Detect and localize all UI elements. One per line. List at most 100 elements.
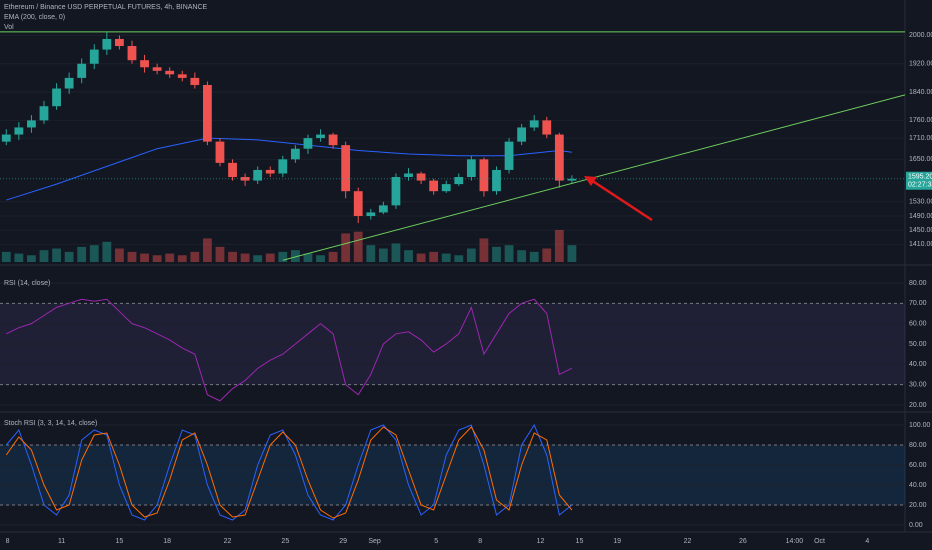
last-price-label: 1595.20: [908, 174, 932, 181]
y-tick-label: 20.00: [909, 402, 927, 409]
candle-body: [39, 106, 49, 121]
chart-title: Ethereum / Binance USD PERPETUAL FUTURES…: [4, 4, 208, 11]
candle-body: [253, 169, 263, 181]
candle-body: [378, 205, 388, 213]
y-tick-label: 2000.00: [909, 32, 932, 39]
candle-body: [152, 67, 162, 71]
y-tick-label: 1710.00: [909, 135, 932, 142]
candle-body: [240, 177, 250, 181]
candle-body: [1, 134, 11, 142]
candle-body: [567, 178, 577, 181]
volume-bar: [404, 250, 413, 262]
candle-body: [429, 180, 439, 192]
annotation-arrowhead: [584, 176, 597, 186]
indicator-line: [6, 298, 573, 402]
candle-body: [441, 184, 451, 192]
x-tick-label: 26: [739, 538, 747, 545]
x-tick-label: 18: [163, 538, 171, 545]
x-tick-label: 11: [58, 538, 65, 545]
volume-bar: [479, 238, 489, 262]
candle-body: [316, 134, 325, 139]
x-tick-label: Oct: [814, 538, 825, 545]
volume-bar: [492, 246, 501, 262]
candle-body: [416, 173, 426, 181]
candle-body: [14, 127, 24, 135]
x-tick-label: 19: [613, 538, 621, 545]
volume-legend: Vol: [4, 24, 14, 31]
volume-bar: [466, 248, 476, 262]
volume-bar: [228, 251, 237, 262]
volume-bar: [454, 255, 464, 262]
y-tick-label: 80.00: [909, 280, 927, 287]
x-tick-label: 14:00: [786, 538, 804, 545]
candle-body: [127, 46, 137, 61]
volume-bar: [140, 253, 149, 262]
candle-body: [554, 134, 564, 181]
ema-legend: EMA (200, close, 0): [4, 14, 65, 21]
x-tick-label: 22: [224, 538, 232, 545]
y-tick-label: 1450.00: [909, 227, 932, 234]
volume-bar: [429, 251, 439, 262]
volume-bar: [554, 230, 564, 262]
candle-body: [542, 120, 552, 135]
volume-bar: [542, 248, 552, 262]
candle-body: [303, 138, 313, 149]
volume-bar: [39, 250, 49, 262]
candle-body: [529, 120, 539, 128]
candle-body: [366, 212, 376, 216]
x-tick-label: 22: [684, 538, 692, 545]
candle-body: [140, 60, 149, 68]
volume-bar: [517, 250, 527, 262]
y-tick-label: 1920.00: [909, 61, 932, 68]
volume-bar: [177, 255, 187, 262]
candle-body: [278, 159, 288, 174]
y-tick-label: 1530.00: [909, 199, 932, 206]
volume-bar: [441, 253, 451, 262]
volume-bar: [253, 255, 263, 262]
volume-bar: [215, 246, 225, 262]
candle-body: [64, 77, 74, 89]
volume-bar: [316, 255, 325, 262]
y-tick-label: 50.00: [909, 341, 927, 348]
y-tick-label: 1490.00: [909, 213, 932, 220]
x-tick-label: 4: [865, 538, 869, 545]
candle-body: [517, 127, 527, 142]
y-tick-label: 1840.00: [909, 89, 932, 96]
rsi-title: RSI (14, close): [4, 280, 50, 287]
candle-body: [52, 88, 61, 107]
volume-bar: [567, 245, 577, 262]
volume-bar: [240, 253, 250, 262]
volume-bar: [77, 246, 87, 262]
volume-bar: [190, 251, 200, 262]
volume-bar: [64, 251, 74, 262]
candle-body: [391, 177, 401, 206]
y-tick-label: 1410.00: [909, 241, 932, 248]
volume-bar: [341, 233, 351, 262]
annotation-arrow: [587, 176, 653, 222]
y-tick-label: 70.00: [909, 300, 927, 307]
candle-body: [479, 159, 489, 192]
y-tick-label: 30.00: [909, 381, 927, 388]
volume-bar: [391, 243, 401, 262]
y-tick-label: 80.00: [909, 442, 927, 449]
candle-body: [202, 84, 212, 142]
volume-bar: [504, 245, 514, 262]
indicator-line: [5, 426, 573, 519]
y-tick-label: 100.00: [909, 422, 931, 429]
x-tick-label: 29: [339, 538, 347, 545]
candle-body: [341, 145, 351, 192]
volume-bar: [14, 253, 24, 262]
volume-bar: [89, 245, 99, 262]
indicator-line: [5, 423, 573, 521]
volume-bar: [353, 231, 363, 262]
stoch-title: Stoch RSI (3, 3, 14, 14, close): [4, 420, 97, 427]
y-tick-label: 0.00: [909, 522, 923, 529]
volume-bar: [328, 251, 338, 262]
volume-bar: [165, 253, 175, 262]
candle-body: [77, 63, 87, 78]
volume-bar: [102, 241, 112, 262]
volume-bar: [127, 251, 137, 262]
volume-bar: [378, 248, 388, 262]
candle-body: [466, 159, 476, 178]
volume-bar: [416, 253, 426, 262]
